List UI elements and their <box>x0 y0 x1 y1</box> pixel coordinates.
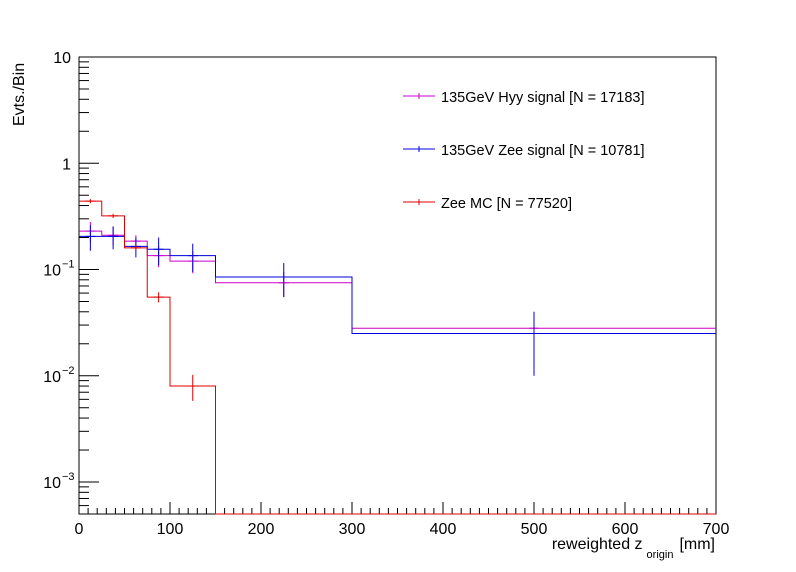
legend-label: Zee MC [N = 77520] <box>441 196 572 212</box>
x-tick-label: 100 <box>157 521 184 538</box>
x-tick-labels: 0 100 200 300 400 500 600 700 <box>75 521 730 538</box>
y-axis-label: Evts./Bin <box>11 63 28 126</box>
series-line <box>79 230 716 329</box>
x-tick-label: 300 <box>339 521 366 538</box>
y-tick-exponent: −2 <box>62 365 75 377</box>
series-1 <box>79 225 716 376</box>
y-tick-exponent: −3 <box>62 471 75 483</box>
plot-frame <box>78 56 717 515</box>
x-tick-label: 600 <box>612 521 639 538</box>
x-axis-label: reweighted z origin [mm] <box>552 536 715 561</box>
y-tick-label: 10 <box>53 50 71 67</box>
x-tick-label: 200 <box>248 521 275 538</box>
series-layer <box>79 199 716 515</box>
x-axis-label-sub: origin <box>647 549 674 561</box>
y-tick-label: 10 <box>43 475 61 492</box>
x-axis-label-unit: [mm] <box>679 536 715 553</box>
series-0 <box>79 221 716 352</box>
y-tick-label: 1 <box>62 156 71 173</box>
y-tick-label: 10 <box>43 263 61 280</box>
legend-label: 135GeV Zee signal [N = 10781] <box>441 143 645 159</box>
x-tick-label: 700 <box>703 521 730 538</box>
y-tick-exponent: −1 <box>62 259 75 271</box>
legend: 135GeV Hyy signal [N = 17183] 135GeV Zee … <box>403 90 645 212</box>
legend-label: 135GeV Hyy signal [N = 17183] <box>441 90 645 106</box>
x-axis-label-main: reweighted z <box>552 536 643 553</box>
y-tick-label: 10 <box>43 369 61 386</box>
x-tick-label: 0 <box>75 521 84 538</box>
axis-ticks <box>78 56 717 515</box>
series-2 <box>79 199 716 515</box>
x-tick-label: 500 <box>521 521 548 538</box>
series-line <box>79 200 716 515</box>
series-line <box>79 235 716 334</box>
x-tick-label: 400 <box>430 521 457 538</box>
